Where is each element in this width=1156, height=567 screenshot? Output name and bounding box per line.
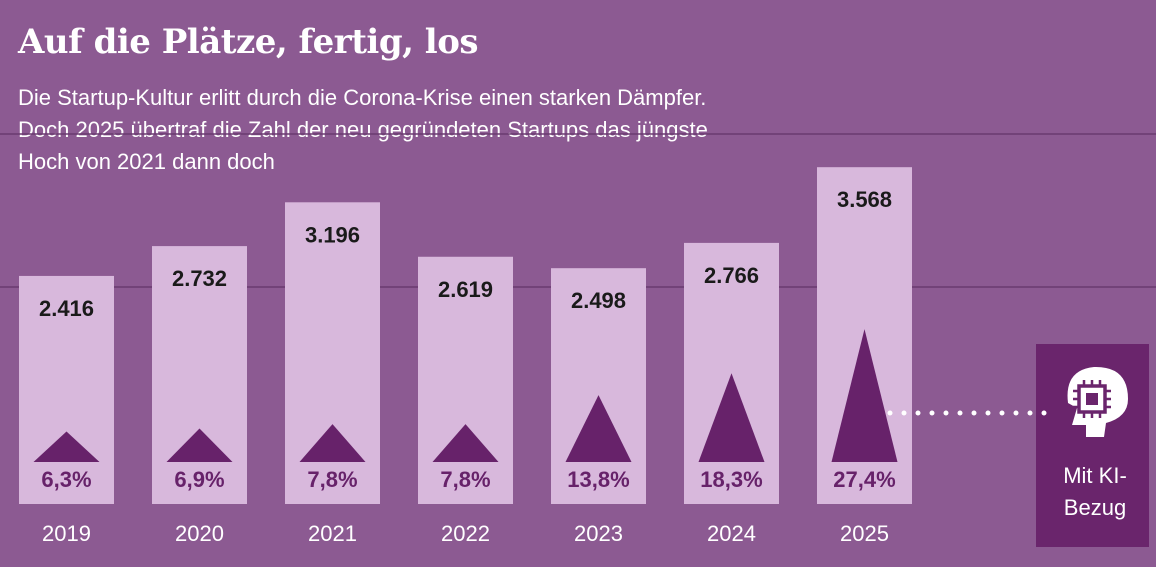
ai-share-label-2025: 27,4%	[833, 467, 895, 492]
bar-2019	[19, 275, 114, 504]
bar-2023	[551, 268, 646, 504]
value-label-2022: 2.619	[438, 277, 493, 302]
year-label-2024: 2024	[707, 521, 756, 546]
value-label-2021: 3.196	[305, 222, 360, 247]
ai-share-label-2023: 13,8%	[567, 467, 629, 492]
ai-share-triangle-2019	[33, 431, 100, 462]
ai-share-triangle-2025	[831, 329, 898, 462]
head-chip-icon	[1067, 366, 1128, 437]
ai-box: Mit KI- Bezug	[1036, 344, 1149, 547]
value-label-2023: 2.498	[571, 288, 626, 313]
chart-title: Auf die Plätze, fertig, los	[18, 22, 479, 62]
year-label-2025: 2025	[840, 521, 889, 546]
ai-box-label-line2: Bezug	[1064, 495, 1126, 520]
ai-share-label-2021: 7,8%	[307, 467, 357, 492]
value-label-2020: 2.732	[172, 266, 227, 291]
ai-share-label-2024: 18,3%	[700, 467, 762, 492]
year-label-2022: 2022	[441, 521, 490, 546]
ai-share-triangle-2023	[565, 395, 632, 462]
bar-2022	[418, 256, 513, 504]
ai-share-triangle-2021	[299, 424, 366, 462]
ai-share-triangle-2024	[698, 373, 765, 462]
ai-share-label-2019: 6,3%	[41, 467, 91, 492]
bars-layer: 2.416 6,3% 2019 2.732 6,9% 2020 3.196 7,8% 2021 2…	[19, 167, 912, 546]
connector-dots	[887, 410, 1047, 416]
ai-share-triangle-2020	[166, 428, 233, 462]
year-label-2019: 2019	[42, 521, 91, 546]
ai-box-label-line1: Mit KI-	[1063, 463, 1127, 488]
value-label-2025: 3.568	[837, 187, 892, 212]
value-label-2019: 2.416	[39, 296, 94, 321]
ai-share-label-2020: 6,9%	[174, 467, 224, 492]
chart-subtitle: Die Startup-Kultur erlitt durch die Coro…	[18, 85, 708, 174]
value-label-2024: 2.766	[704, 263, 759, 288]
ai-share-label-2022: 7,8%	[440, 467, 490, 492]
year-label-2020: 2020	[175, 521, 224, 546]
year-label-2023: 2023	[574, 521, 623, 546]
year-label-2021: 2021	[308, 521, 357, 546]
ai-share-triangle-2022	[432, 424, 499, 462]
